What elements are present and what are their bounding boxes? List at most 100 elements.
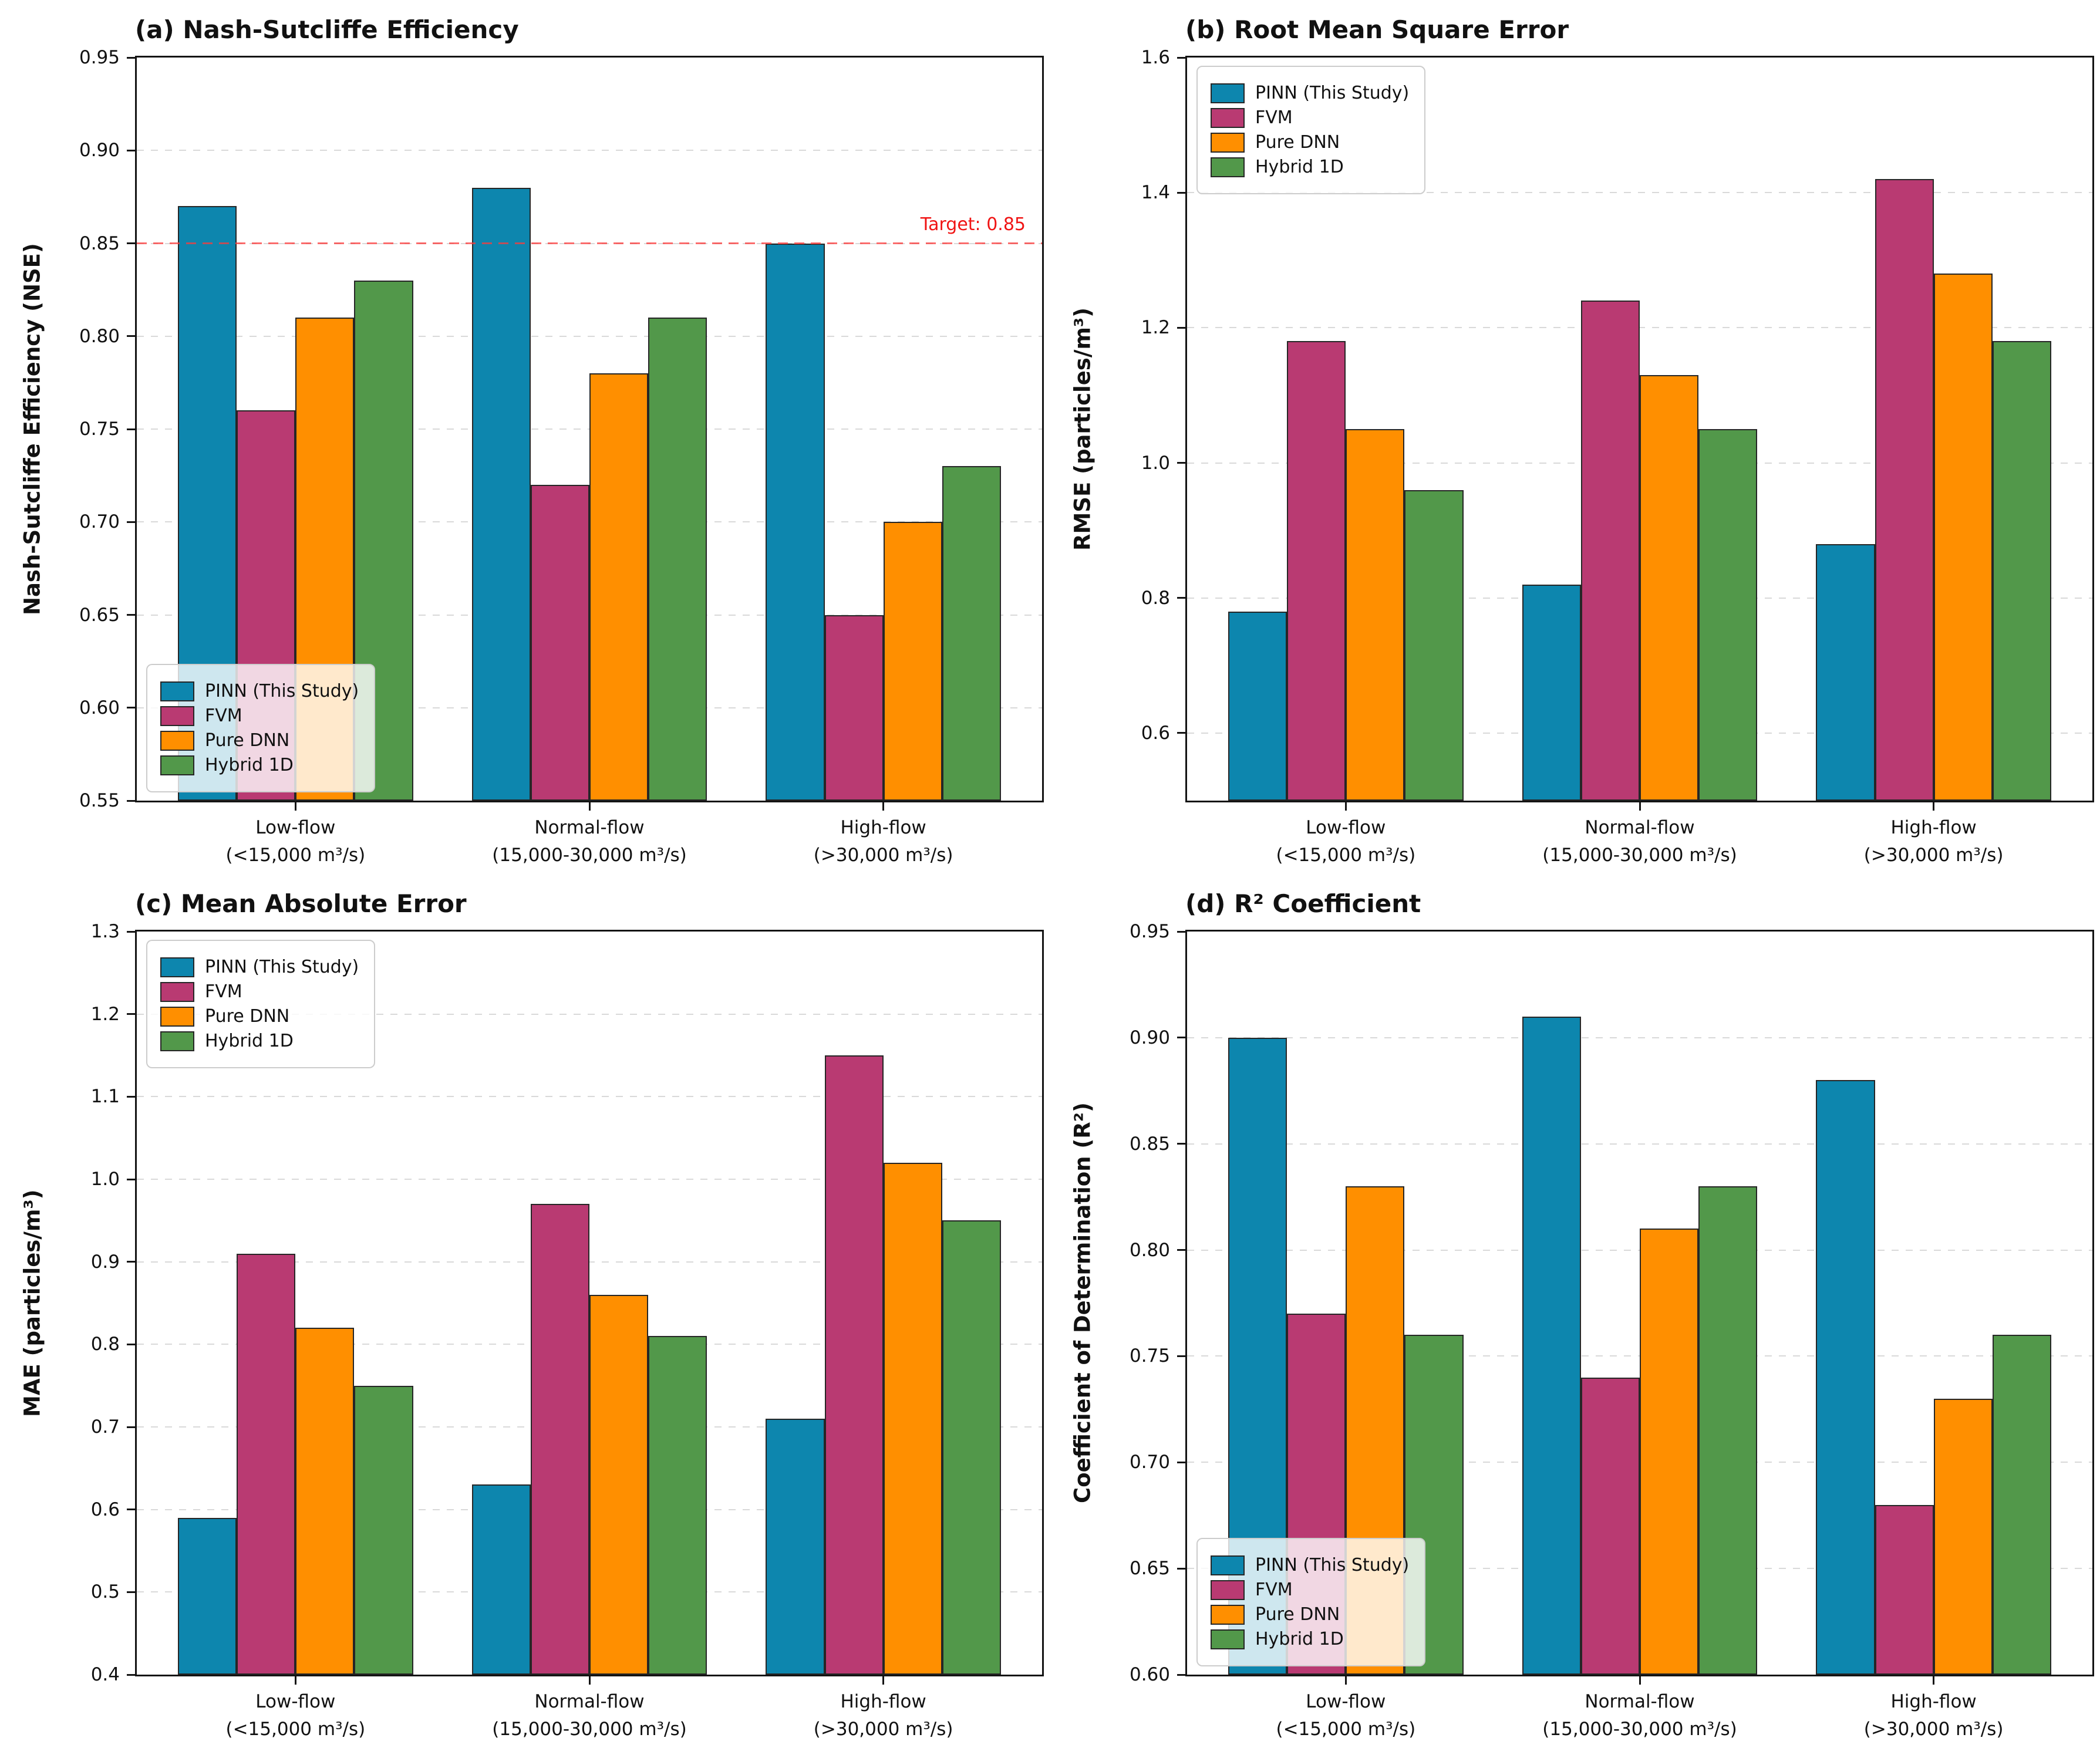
legend-swatch <box>160 1031 194 1051</box>
grid-line <box>137 1013 1042 1015</box>
panel-title: (d) R² Coefficient <box>1185 889 1421 918</box>
y-tick-label: 0.60 <box>79 697 120 718</box>
y-tick-mark <box>1177 1249 1185 1251</box>
y-tick-mark <box>1177 462 1185 464</box>
x-tick-label-line2: (15,000-30,000 m³/s) <box>1542 1719 1737 1740</box>
y-tick-label: 0.90 <box>1129 1027 1170 1048</box>
y-tick-label: 1.0 <box>90 1169 120 1190</box>
bar <box>354 1385 413 1675</box>
bar <box>1640 374 1699 801</box>
legend-label: PINN (This Study) <box>205 957 359 977</box>
y-tick-mark <box>127 1013 135 1015</box>
y-axis-label: MAE (particles/m³) <box>19 1189 45 1417</box>
x-tick-mark <box>882 1676 885 1685</box>
bar <box>471 1484 531 1675</box>
x-tick-label-line2: (>30,000 m³/s) <box>813 845 953 866</box>
x-tick-mark <box>1344 802 1347 811</box>
legend-label: FVM <box>205 981 242 1002</box>
plot-area: Target: 0.85 PINN (This Study) FVM Pure DNN… <box>135 56 1044 802</box>
x-tick-label-line2: (<15,000 m³/s) <box>1276 845 1416 866</box>
legend-swatch <box>160 755 194 775</box>
bar <box>1228 611 1287 801</box>
y-tick-label: 1.2 <box>90 1003 120 1025</box>
y-tick-mark <box>1177 1355 1185 1357</box>
legend-label: Hybrid 1D <box>205 1031 294 1051</box>
y-tick-label: 1.4 <box>1141 182 1170 204</box>
legend-swatch <box>160 1006 194 1027</box>
y-tick-label: 0.85 <box>79 232 120 254</box>
grid-line <box>1187 1037 2092 1038</box>
legend-swatch <box>1211 1629 1245 1649</box>
y-tick-label: 0.4 <box>90 1664 120 1685</box>
bar <box>471 187 531 801</box>
x-tick-label-line2: (<15,000 m³/s) <box>1276 1719 1416 1740</box>
x-tick-label-line2: (15,000-30,000 m³/s) <box>492 845 687 866</box>
y-tick-mark <box>127 1673 135 1676</box>
panel-c: (c) Mean Absolute Error MAE (particles/m³… <box>0 874 1050 1748</box>
x-tick-mark <box>1344 1676 1347 1685</box>
grid-line <box>137 335 1042 337</box>
legend-item: FVM <box>1211 1580 1409 1600</box>
bar <box>1816 544 1875 801</box>
x-tick-label: High-flow (>30,000 m³/s) <box>1746 1688 2100 1743</box>
legend-item: Hybrid 1D <box>1211 157 1409 177</box>
x-tick-label-line2: (15,000-30,000 m³/s) <box>1542 845 1737 866</box>
panel-d: (d) R² Coefficient Coefficient of Determi… <box>1050 874 2100 1748</box>
bar <box>1640 1229 1699 1675</box>
legend-swatch <box>160 957 194 977</box>
y-tick-label: 0.80 <box>79 325 120 347</box>
bar <box>1346 429 1405 801</box>
legend-label: Hybrid 1D <box>1255 157 1344 177</box>
y-tick-label: 1.1 <box>90 1086 120 1108</box>
bar <box>1522 584 1581 801</box>
y-tick-mark <box>1177 1037 1185 1039</box>
legend-item: Pure DNN <box>1211 132 1409 153</box>
bar <box>1933 274 1993 801</box>
legend-item: PINN (This Study) <box>160 681 359 701</box>
legend-swatch <box>160 681 194 701</box>
x-tick-label-line1: Low-flow <box>255 1691 336 1712</box>
target-line <box>137 242 1042 244</box>
x-tick-label: Normal-flow (15,000-30,000 m³/s) <box>402 814 777 869</box>
y-tick-mark <box>1177 191 1185 194</box>
x-tick-mark <box>882 802 885 811</box>
x-tick-label: Low-flow (<15,000 m³/s) <box>107 814 483 869</box>
y-tick-mark <box>1177 56 1185 59</box>
bar <box>1580 301 1640 801</box>
y-tick-label: 0.95 <box>79 47 120 68</box>
legend-swatch <box>1211 132 1245 153</box>
target-label: Target: 0.85 <box>920 214 1026 235</box>
x-tick-label-line1: High-flow <box>1890 817 1977 838</box>
bar <box>942 466 1001 801</box>
y-tick-label: 0.6 <box>90 1499 120 1520</box>
legend-item: Hybrid 1D <box>160 755 359 775</box>
bar <box>883 522 942 801</box>
plot-area: PINN (This Study) FVM Pure DNN Hybrid 1D <box>1185 930 2094 1676</box>
legend-label: PINN (This Study) <box>205 681 359 701</box>
bar <box>766 243 825 801</box>
x-tick-label-line1: Low-flow <box>255 817 336 838</box>
x-tick-mark <box>588 802 591 811</box>
y-tick-label: 0.90 <box>79 140 120 161</box>
panel-title: (c) Mean Absolute Error <box>135 889 467 918</box>
y-tick-label: 0.65 <box>79 604 120 626</box>
y-tick-mark <box>127 1426 135 1428</box>
y-tick-mark <box>127 1343 135 1345</box>
bar <box>824 615 884 801</box>
plot-area: PINN (This Study) FVM Pure DNN Hybrid 1D <box>1185 56 2094 802</box>
x-tick-label-line1: High-flow <box>840 1691 926 1712</box>
y-tick-label: 0.60 <box>1129 1664 1170 1685</box>
x-tick-label-line1: Low-flow <box>1306 1691 1386 1712</box>
legend-swatch <box>160 730 194 751</box>
y-tick-mark <box>1177 1673 1185 1676</box>
y-tick-mark <box>127 1095 135 1098</box>
legend-swatch <box>160 981 194 1002</box>
bar <box>295 1328 355 1675</box>
legend-item: FVM <box>160 981 359 1002</box>
y-tick-label: 0.9 <box>90 1251 120 1273</box>
y-tick-mark <box>1177 1143 1185 1145</box>
legend-item: Pure DNN <box>1211 1604 1409 1625</box>
bar <box>942 1220 1001 1675</box>
x-tick-label-line1: Low-flow <box>1306 817 1386 838</box>
x-tick-label: Normal-flow (15,000-30,000 m³/s) <box>1452 814 1828 869</box>
